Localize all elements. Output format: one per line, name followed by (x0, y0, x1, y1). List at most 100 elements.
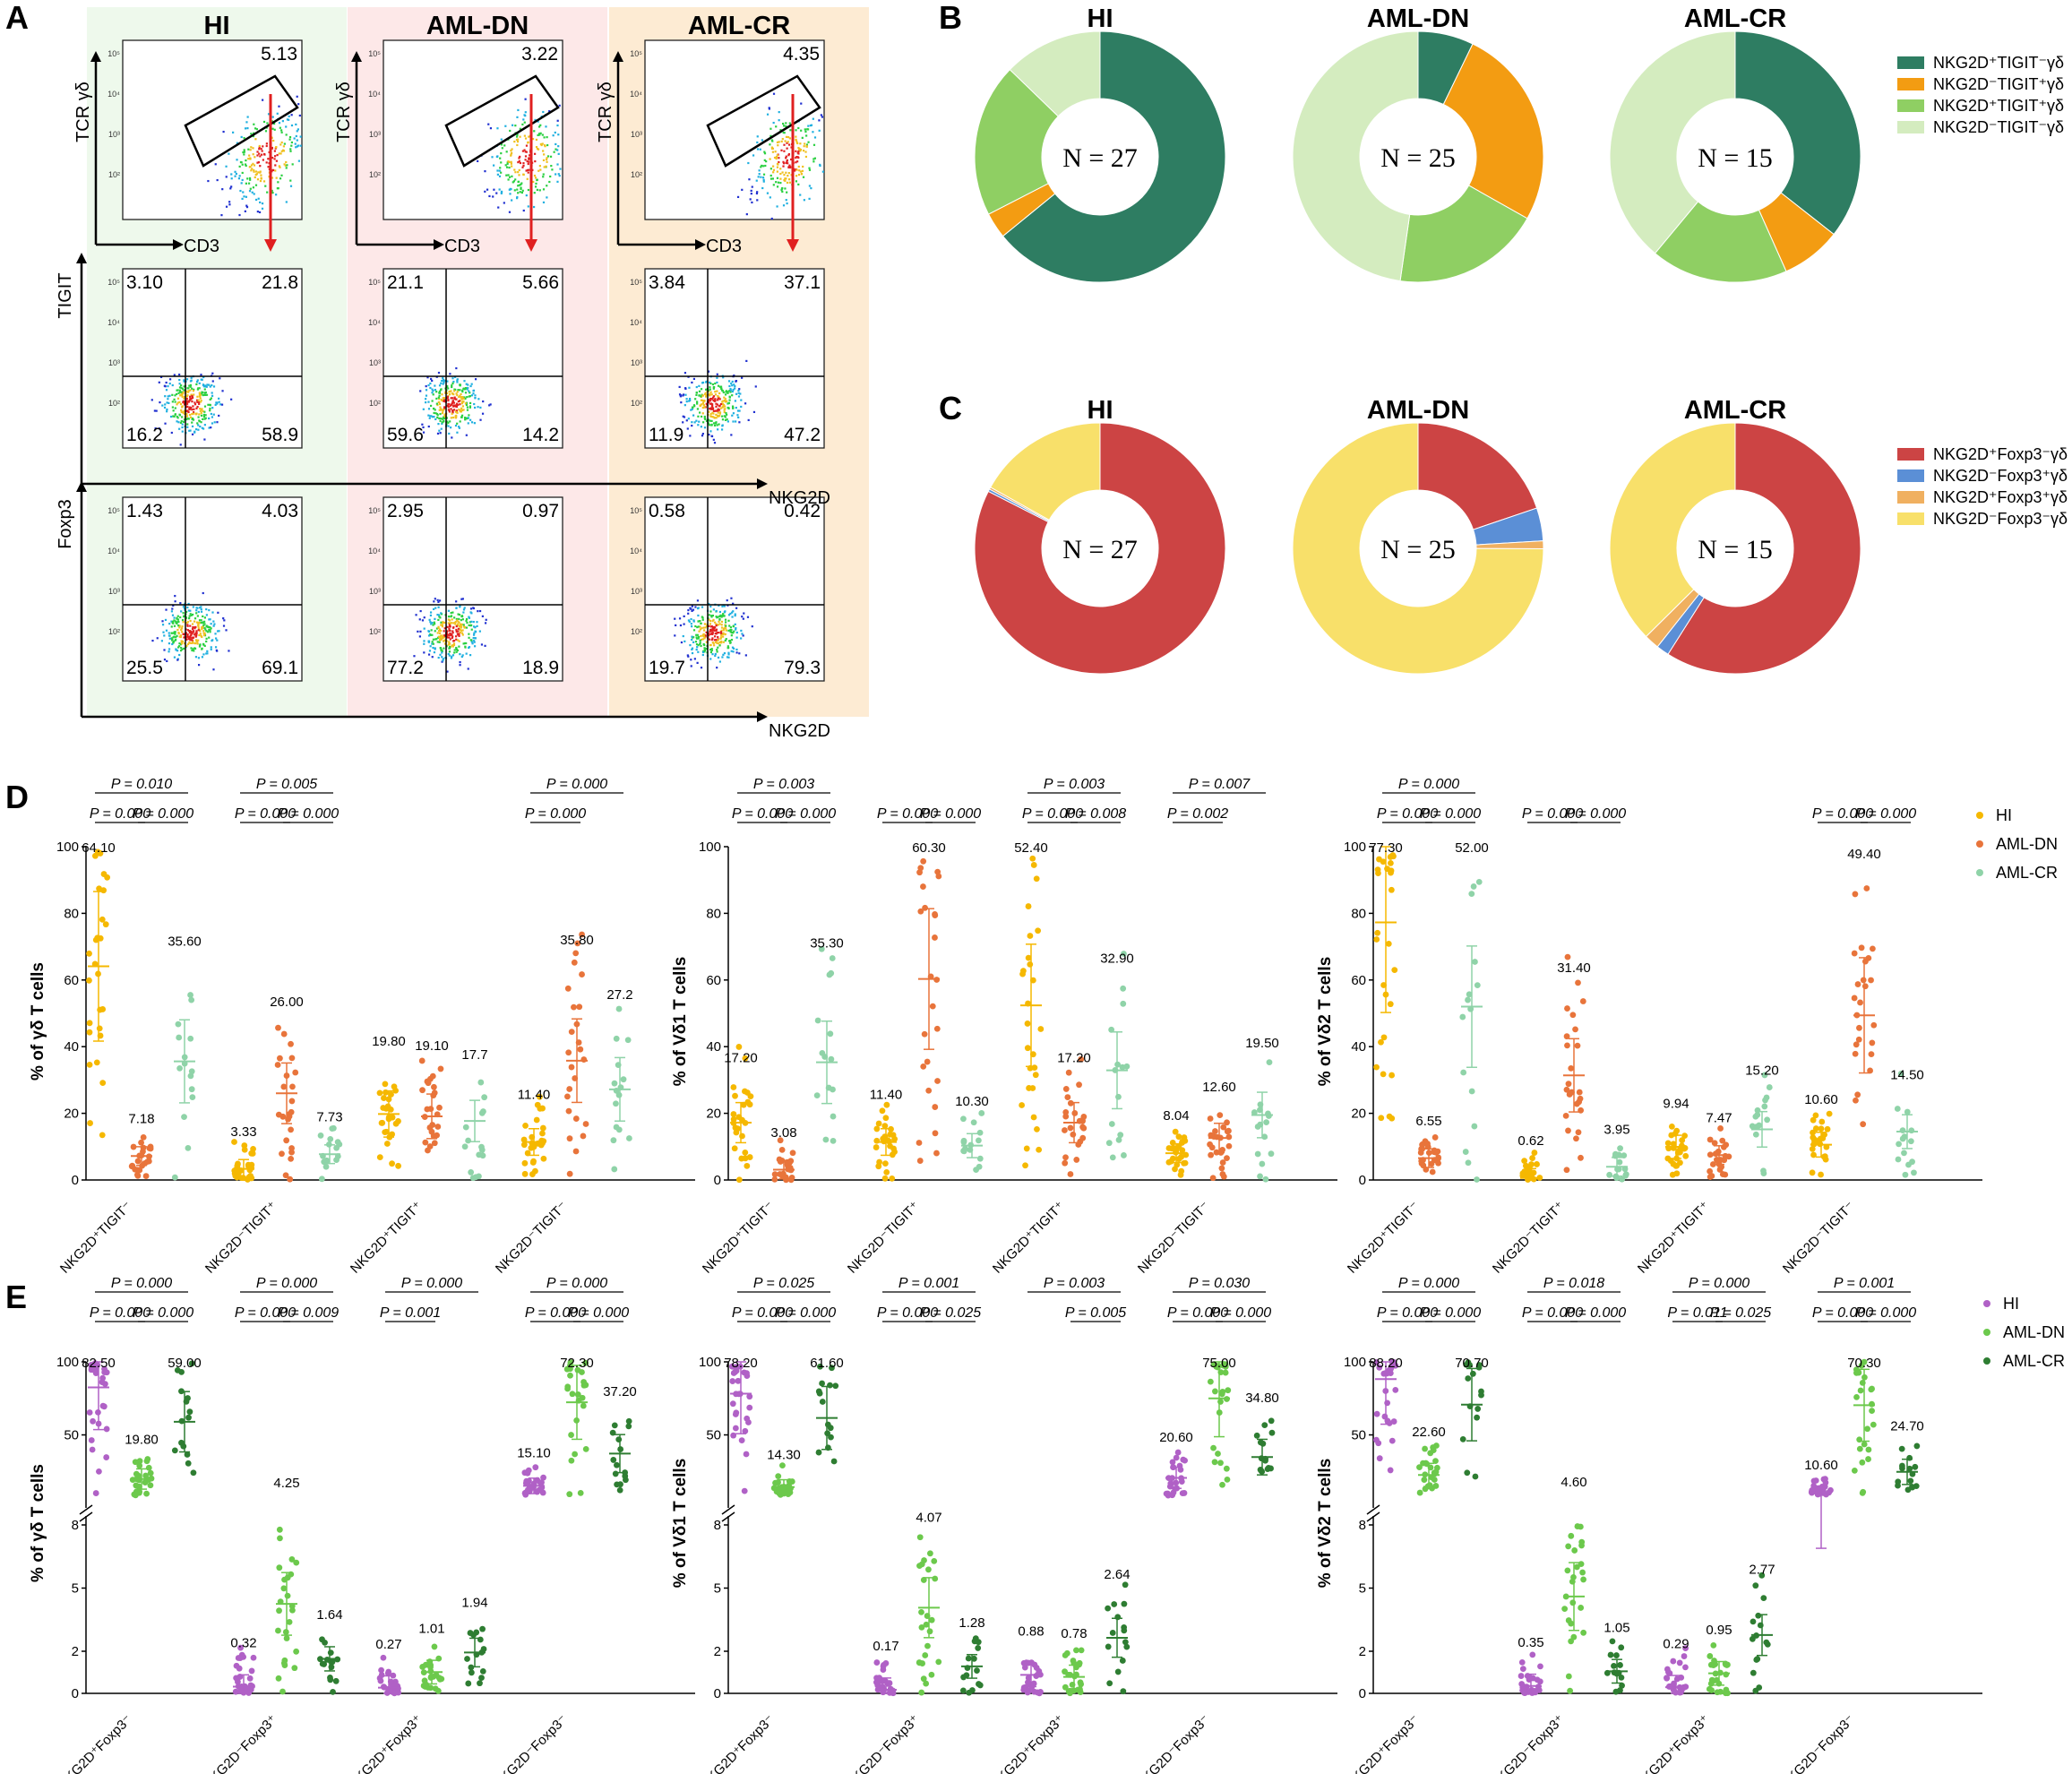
flow-event-dot (458, 634, 460, 637)
flow-event-dot (427, 414, 430, 417)
flow-event-dot (196, 615, 199, 617)
data-point (437, 1065, 444, 1072)
flow-event-dot (779, 128, 782, 132)
flow-event-dot (440, 630, 443, 633)
data-point (916, 1140, 923, 1146)
data-point (185, 1414, 192, 1421)
flow-event-dot (187, 629, 191, 633)
flow-event-dot (447, 406, 450, 409)
data-point (1854, 981, 1861, 987)
flow-event-dot (438, 392, 442, 394)
quadrant-lr: 79.3 (784, 658, 821, 678)
flow-event-dot (707, 632, 709, 635)
flow-tick-label: 10² (108, 399, 120, 408)
donut-title: AML-CR (1684, 4, 1786, 33)
flow-event-dot (531, 137, 535, 141)
flow-event-dot (280, 150, 283, 152)
flow-event-dot (193, 627, 196, 630)
flow-event-dot (173, 616, 176, 619)
flow-event-dot (778, 141, 780, 143)
pvalue-label: P = 0.025 (753, 1276, 814, 1291)
flow-event-dot (508, 166, 511, 169)
data-point (1029, 1085, 1036, 1091)
data-point (564, 1385, 571, 1392)
flow-event-dot (727, 619, 730, 622)
x-category-label: NKG2D⁺TIGIT⁻ (57, 1199, 135, 1277)
flow-event-dot (181, 423, 184, 426)
data-point (923, 1621, 930, 1628)
flow-event-dot (176, 616, 178, 619)
data-point (566, 1491, 573, 1498)
flow-event-dot (691, 421, 693, 424)
flow-event-dot (453, 651, 456, 654)
pvalue-label: P = 0.000 (775, 1305, 836, 1321)
flow-tick-label: 10² (631, 170, 642, 179)
flow-event-dot (164, 395, 167, 398)
data-point (1459, 1435, 1466, 1442)
data-point (1578, 1154, 1584, 1161)
flow-event-dot (178, 626, 181, 629)
flow-event-dot (770, 217, 773, 220)
data-point (379, 1119, 386, 1126)
flow-event-dot (441, 379, 443, 383)
data-point (814, 1017, 821, 1024)
flow-event-dot (197, 399, 200, 401)
flow-event-dot (250, 146, 253, 149)
data-point (522, 1123, 529, 1129)
flow-event-dot (189, 636, 192, 639)
data-point (1682, 1152, 1689, 1159)
legend-label: AML-CR (1996, 864, 2058, 882)
flow-event-dot (735, 407, 737, 409)
data-point (101, 1365, 107, 1373)
flow-event-dot (443, 400, 445, 402)
legend-label: HI (1996, 806, 2012, 824)
flow-event-dot (211, 407, 214, 409)
flow-event-dot (261, 207, 264, 210)
data-point (1664, 1666, 1671, 1673)
flow-event-dot (188, 413, 192, 417)
flow-event-dot (199, 425, 202, 428)
flow-events (151, 591, 230, 671)
data-point (566, 1135, 573, 1142)
flow-event-dot (286, 118, 289, 121)
flow-event-dot (430, 415, 433, 418)
flow-event-dot (729, 388, 732, 391)
flow-event-dot (701, 618, 704, 621)
data-point (1563, 1167, 1570, 1174)
data-point (1178, 1153, 1185, 1160)
gate-percentage: 5.13 (261, 44, 297, 65)
data-point (976, 1681, 982, 1687)
flow-event-dot (205, 393, 209, 396)
flow-event-dot (438, 409, 441, 411)
data-point (283, 1635, 290, 1641)
pvalue-label: P = 0.000 (1420, 806, 1481, 822)
data-point (1169, 1139, 1176, 1146)
flow-event-dot (730, 434, 733, 436)
flow-event-dot (691, 408, 693, 410)
flow-event-dot (708, 614, 710, 616)
data-point (1517, 1673, 1525, 1679)
flow-event-dot (788, 181, 791, 184)
data-point (729, 1378, 736, 1384)
data-point (280, 1083, 288, 1090)
flow-event-dot (202, 393, 205, 396)
legend-label: AML-CR (2003, 1352, 2065, 1370)
data-point (611, 1166, 618, 1173)
flow-event-dot (459, 403, 461, 406)
flow-event-dot (726, 392, 729, 394)
data-point (286, 1111, 293, 1117)
flow-event-dot (451, 654, 455, 657)
flow-event-dot (191, 418, 193, 421)
data-point (87, 1120, 93, 1126)
flow-event-dot (784, 179, 787, 182)
data-point (1812, 1112, 1819, 1119)
median-value-label: 77.30 (1369, 840, 1403, 856)
flow-event-dot (202, 621, 204, 624)
flow-event-dot (174, 633, 176, 635)
data-point (395, 1118, 401, 1124)
flow-event-dot (199, 408, 202, 410)
flow-event-dot (707, 401, 710, 404)
flow-event-dot (533, 174, 537, 177)
flow-tick-label: 10⁵ (368, 49, 381, 58)
